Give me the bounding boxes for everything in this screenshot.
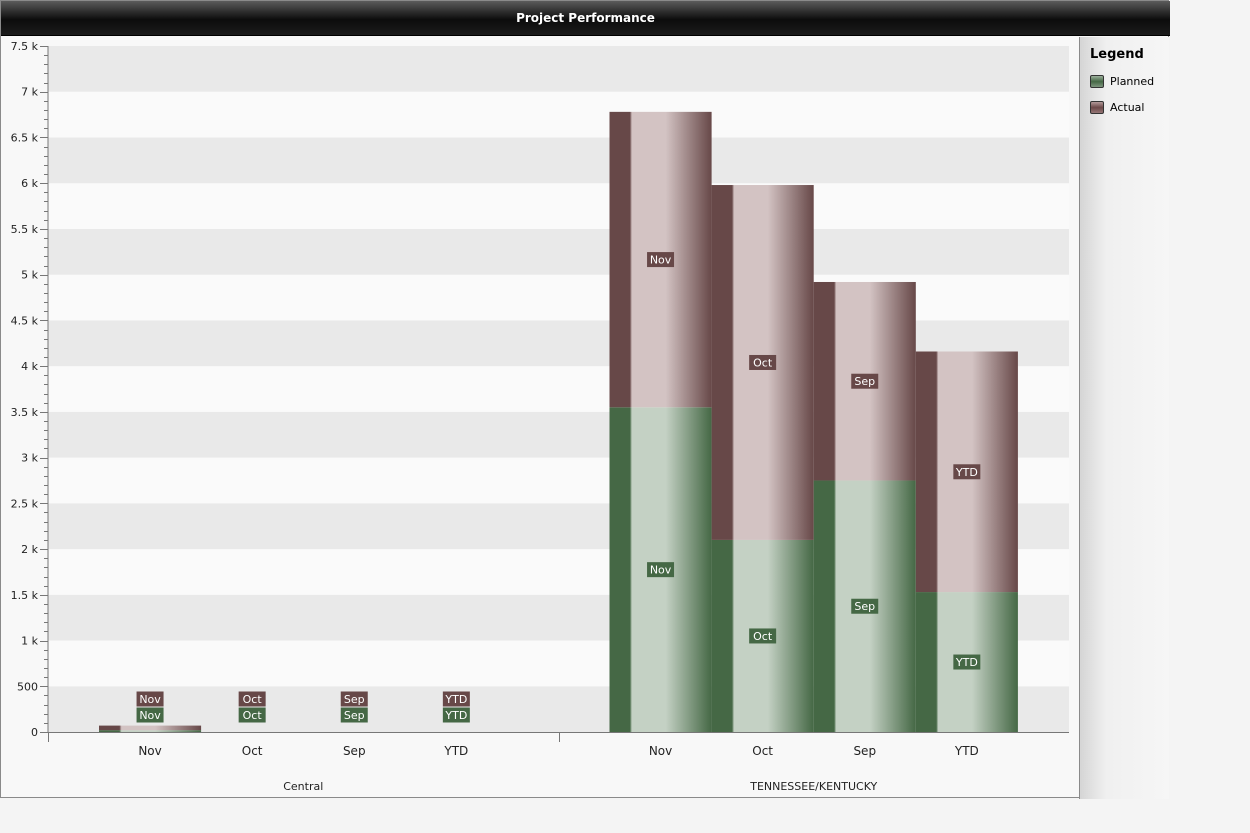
x-tick-label: Nov bbox=[649, 744, 672, 758]
data-label-actual: Sep bbox=[854, 375, 875, 388]
y-tick-label: 2 k bbox=[21, 543, 38, 556]
grid-band bbox=[48, 183, 1069, 229]
data-label-actual-bg bbox=[136, 691, 164, 707]
y-tick-label: 6.5 k bbox=[11, 131, 39, 144]
y-tick-label: 6 k bbox=[21, 177, 38, 190]
data-label-planned-bg bbox=[953, 654, 981, 670]
y-tick-label: 5 k bbox=[21, 269, 38, 282]
bar-planned bbox=[99, 730, 202, 732]
legend-panel: Legend Planned Actual bbox=[1079, 37, 1169, 799]
y-tick-label: 7.5 k bbox=[11, 40, 39, 53]
legend-item-actual: Actual bbox=[1090, 99, 1144, 115]
data-label-planned: YTD bbox=[955, 656, 978, 669]
data-label-planned-bg bbox=[851, 598, 879, 614]
y-tick-label: 3.5 k bbox=[11, 406, 39, 419]
x-tick-label: Oct bbox=[242, 744, 263, 758]
data-label-planned: Sep bbox=[344, 709, 365, 722]
chart-plot: 0 500 1 k 1.5 k 2 k 2.5 k 3 k 3.5 k 4 k 4.5 k 5 k 5… bbox=[11, 40, 1069, 793]
grid-band bbox=[48, 137, 1069, 184]
y-tick-label: 3 k bbox=[21, 452, 38, 465]
data-label-actual-bg bbox=[647, 252, 675, 268]
grid-band bbox=[48, 46, 1069, 92]
data-label-actual-bg bbox=[442, 691, 470, 707]
data-label-planned-bg bbox=[749, 628, 777, 644]
y-tick-label: 4 k bbox=[21, 360, 38, 373]
chart-window: Project Performance 0 500 1 k 1.5 k 2 k 2.5 k… bbox=[0, 0, 1170, 799]
x-group-label: Central bbox=[283, 780, 323, 793]
y-tick-label: 500 bbox=[17, 680, 38, 693]
data-label-actual: YTD bbox=[444, 693, 467, 706]
legend-label-planned: Planned bbox=[1110, 74, 1155, 88]
data-label-actual: YTD bbox=[955, 466, 978, 479]
y-tick-label: 0 bbox=[31, 726, 38, 739]
data-label-planned-bg bbox=[340, 707, 368, 723]
legend-title: Legend bbox=[1090, 47, 1144, 62]
y-tick-label: 5.5 k bbox=[11, 223, 39, 236]
y-tick-label: 1.5 k bbox=[11, 589, 39, 602]
x-tick-label: Oct bbox=[752, 744, 773, 758]
legend-item-planned: Planned bbox=[1090, 73, 1154, 89]
x-tick-label: YTD bbox=[443, 744, 468, 758]
data-label-planned: Nov bbox=[650, 564, 672, 577]
data-label-planned: YTD bbox=[444, 709, 467, 722]
data-label-planned-bg bbox=[238, 707, 266, 723]
data-label-planned: Oct bbox=[243, 709, 263, 722]
x-tick-label: Sep bbox=[343, 744, 366, 758]
data-label-planned: Nov bbox=[139, 709, 161, 722]
bar-actual bbox=[99, 725, 202, 731]
data-label-planned: Sep bbox=[854, 600, 875, 613]
actual-swatch-icon bbox=[1090, 100, 1104, 114]
data-label-actual-bg bbox=[953, 464, 981, 480]
x-group-label: TENNESSEE/KENTUCKY bbox=[749, 780, 877, 793]
data-label-planned-bg bbox=[647, 562, 675, 578]
data-label-planned: Oct bbox=[753, 630, 773, 643]
data-label-actual: Nov bbox=[650, 254, 672, 267]
data-label-actual-bg bbox=[851, 373, 879, 389]
grid-band bbox=[48, 228, 1069, 275]
y-tick-label: 7 k bbox=[21, 86, 38, 99]
data-label-planned-bg bbox=[136, 707, 164, 723]
x-tick-label: Nov bbox=[138, 744, 161, 758]
data-label-actual-bg bbox=[238, 691, 266, 707]
y-tick-label: 4.5 k bbox=[11, 314, 39, 327]
data-label-actual: Sep bbox=[344, 693, 365, 706]
data-label-actual-bg bbox=[749, 354, 777, 370]
y-tick-label: 2.5 k bbox=[11, 497, 39, 510]
data-label-actual: Oct bbox=[243, 693, 263, 706]
chart-title: Project Performance bbox=[1, 1, 1170, 36]
y-tick-label: 1 k bbox=[21, 635, 38, 648]
x-tick-label: Sep bbox=[853, 744, 876, 758]
planned-swatch-icon bbox=[1090, 74, 1104, 88]
data-label-actual: Oct bbox=[753, 356, 773, 369]
data-label-actual: Nov bbox=[139, 693, 161, 706]
grid-band bbox=[48, 91, 1069, 138]
grid-band bbox=[48, 274, 1069, 321]
legend-label-actual: Actual bbox=[1110, 100, 1145, 114]
data-label-actual-bg bbox=[340, 691, 368, 707]
x-tick-label: YTD bbox=[954, 744, 979, 758]
data-label-planned-bg bbox=[442, 707, 470, 723]
